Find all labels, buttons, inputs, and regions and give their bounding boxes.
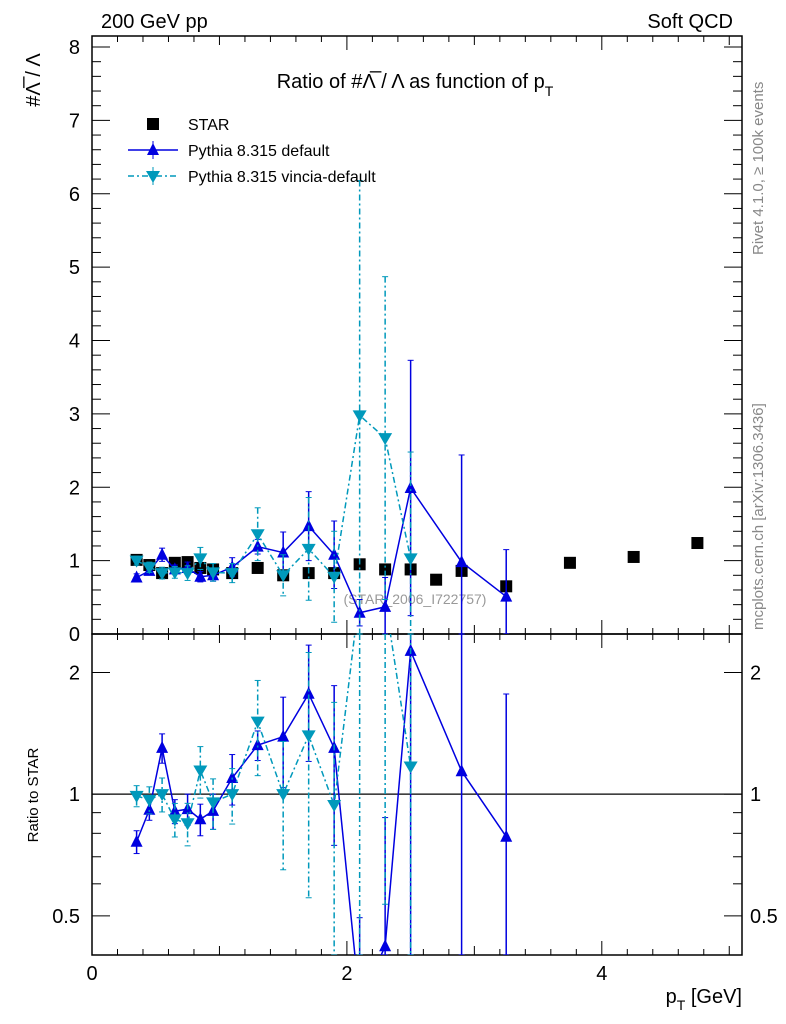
legend-marker	[147, 118, 159, 130]
legend-label: STAR	[188, 117, 229, 134]
data-point	[180, 568, 195, 581]
data-point	[206, 567, 221, 580]
data-point	[328, 547, 341, 560]
data-point	[225, 568, 240, 581]
data-point	[403, 553, 418, 566]
data-point	[379, 563, 392, 576]
ratio-data-point	[455, 764, 468, 777]
data-point	[194, 561, 207, 574]
ratio-data-point	[403, 761, 418, 774]
data-point	[251, 561, 264, 574]
data-point	[404, 480, 417, 493]
data-point	[500, 589, 513, 602]
header-right: Soft QCD	[647, 11, 733, 33]
ratio-data-point	[143, 802, 156, 815]
data-point	[250, 529, 265, 542]
ratio-data-point	[180, 818, 195, 831]
y-tick-label: 1	[69, 551, 80, 573]
ratio-data-point	[225, 789, 240, 802]
y-tick-label: 2	[69, 477, 80, 499]
ratio-data-point	[327, 800, 342, 813]
data-point	[430, 573, 443, 586]
data-point	[130, 570, 143, 583]
watermark: (STAR_2006_I722757)	[344, 591, 487, 607]
ratio-data-point	[168, 804, 181, 817]
ratio-data-point	[156, 740, 169, 753]
data-point	[627, 550, 640, 563]
header-left: 200 GeV pp	[101, 11, 208, 33]
rivet-label: Rivet 4.1.0, ≥ 100k events	[750, 82, 767, 255]
ratio-data-point	[167, 814, 182, 827]
ratio-data-point	[130, 834, 143, 847]
ratio-y-tick-label: 0.5	[52, 906, 80, 928]
data-point	[353, 605, 366, 618]
ratio-y-tick-label: 2	[69, 662, 80, 684]
data-point	[352, 410, 367, 423]
data-point	[167, 567, 182, 580]
ratio-data-point	[277, 729, 290, 742]
legend-label: Pythia 8.315 default	[188, 143, 330, 160]
data-point	[193, 553, 208, 566]
ratio-y-tick-label-right: 0.5	[750, 906, 778, 928]
y-tick-label: 6	[69, 184, 80, 206]
y-tick-label: 3	[69, 404, 80, 426]
ratio-data-point	[226, 770, 239, 783]
data-point	[563, 556, 576, 569]
series-2-main	[129, 180, 418, 634]
ratio-data-point	[142, 794, 157, 807]
y-tick-label: 8	[69, 37, 80, 59]
ratio-data-point	[276, 789, 291, 802]
data-point	[379, 599, 392, 612]
legend-marker	[147, 143, 159, 155]
ratio-data-point	[500, 829, 513, 842]
series-line	[136, 413, 412, 579]
data-point	[691, 537, 704, 550]
y-tick-label: 4	[69, 331, 80, 353]
mcplots-label: mcplots.cern.ch [arXiv:1306.3436]	[750, 403, 767, 630]
data-point	[327, 571, 342, 584]
ratio-data-point	[129, 790, 144, 803]
series-2-ratio	[129, 634, 418, 955]
ratio-series-line	[136, 634, 412, 825]
data-point	[378, 433, 393, 446]
x-tick-label: 4	[596, 963, 607, 985]
ratio-data-point	[250, 716, 265, 729]
data-point	[129, 555, 144, 568]
ratio-data-point	[155, 789, 170, 802]
x-tick-label: 0	[86, 963, 97, 985]
data-point	[156, 547, 169, 560]
ratio-data-point	[354, 995, 366, 1007]
ratio-y-tick-label: 1	[69, 784, 80, 806]
data-point	[455, 555, 468, 568]
data-point	[194, 569, 207, 582]
ratio-data-point	[206, 797, 221, 810]
y-tick-label: 7	[69, 110, 80, 132]
y-tick-label: 5	[69, 257, 80, 279]
data-point	[155, 568, 170, 581]
data-point	[276, 570, 291, 583]
ratio-data-point	[301, 730, 316, 743]
x-axis-label: pT [GeV]	[666, 986, 742, 1013]
ratio-data-point	[193, 765, 208, 778]
x-tick-label: 2	[341, 963, 352, 985]
y-tick-label: 0	[69, 624, 80, 646]
legend-label: Pythia 8.315 vincia-default	[188, 169, 376, 186]
ratio-y-tick-label-right: 2	[750, 662, 761, 684]
data-point	[142, 562, 157, 575]
ratio-y-axis-label: Ratio to STAR	[25, 747, 42, 842]
ratio-data-point	[379, 939, 392, 952]
ratio-data-point	[302, 686, 315, 699]
chart-title: Ratio of #Λ̅ / Λ as function of pT	[277, 70, 554, 99]
ratio-data-point	[194, 812, 207, 825]
ratio-data-point	[251, 738, 264, 751]
legend-marker	[146, 171, 160, 183]
ratio-y-tick-label-right: 1	[750, 784, 761, 806]
data-point	[301, 543, 316, 556]
series-0-main	[130, 537, 704, 593]
y-axis-label: #Λ̅ / Λ	[22, 53, 45, 107]
data-point	[302, 519, 315, 532]
